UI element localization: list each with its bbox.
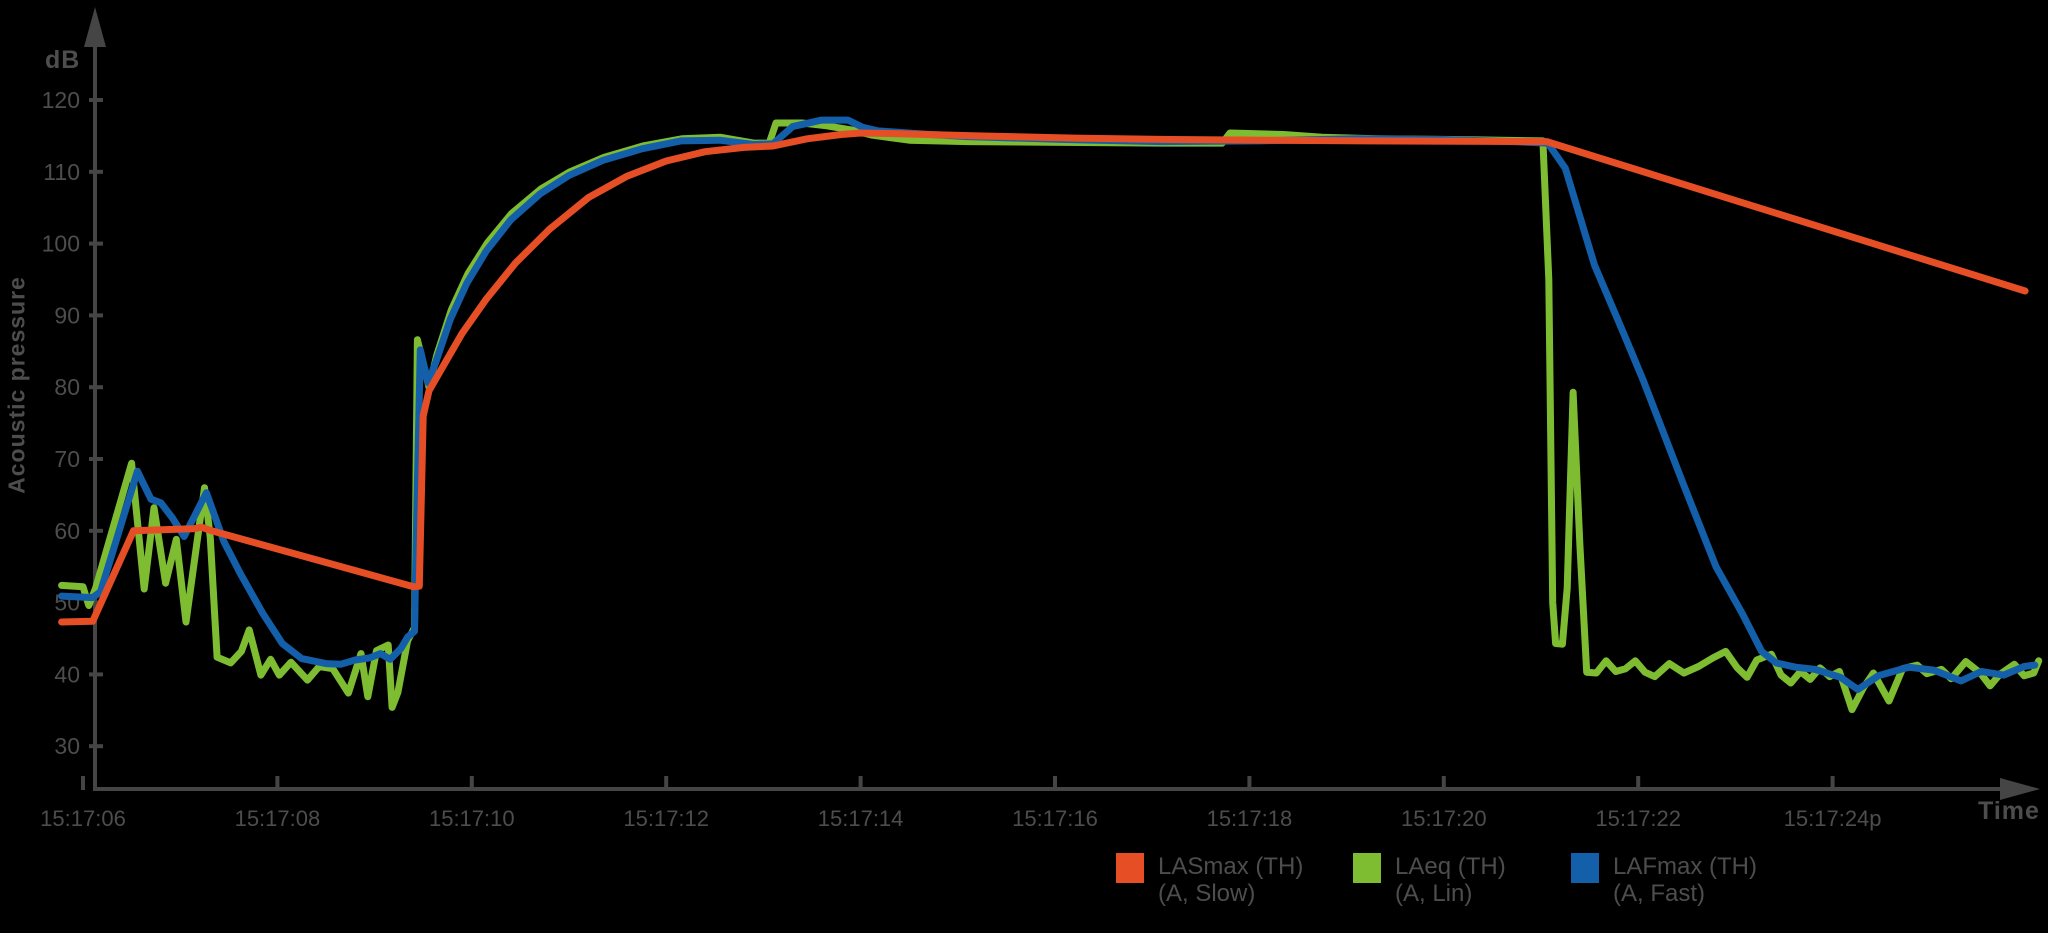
x-tick-label: 15:17:08 — [235, 806, 321, 831]
y-tick-label: 100 — [42, 231, 80, 257]
y-axis-arrow-icon — [84, 7, 106, 47]
series-line-lasmax-th — [58, 129, 2029, 626]
x-axis-title: Time — [1978, 797, 2040, 825]
series-line-laeq-th — [58, 119, 2043, 714]
y-tick-label: 70 — [54, 446, 80, 472]
x-axis-arrow-icon — [2000, 778, 2040, 800]
x-tick-label: 15:17:18 — [1207, 806, 1293, 831]
x-tick-label: 15:17:10 — [429, 806, 515, 831]
x-tick-label: 15:17:22 — [1595, 806, 1681, 831]
y-axis-unit-label: dB — [45, 46, 81, 74]
x-tick-label: 15:17:06 — [40, 806, 126, 831]
y-tick-label: 120 — [42, 87, 80, 113]
x-tick-label: 15:17:20 — [1401, 806, 1487, 831]
y-tick-label: 40 — [54, 661, 80, 687]
y-tick-label: 80 — [54, 374, 80, 400]
y-tick-label: 30 — [54, 733, 80, 759]
x-tick-label: 15:17:14 — [818, 806, 904, 831]
y-axis-title: Acoustic pressure — [3, 276, 30, 494]
y-tick-label: 90 — [54, 302, 80, 328]
x-tick-label: 15:17:16 — [1012, 806, 1098, 831]
y-tick-label: 110 — [43, 159, 80, 185]
x-tick-label: 15:17:24p — [1784, 806, 1882, 831]
x-tick-label: 15:17:12 — [623, 806, 709, 831]
series-line-lafmax-th — [58, 116, 2039, 693]
y-tick-label: 60 — [54, 518, 80, 544]
